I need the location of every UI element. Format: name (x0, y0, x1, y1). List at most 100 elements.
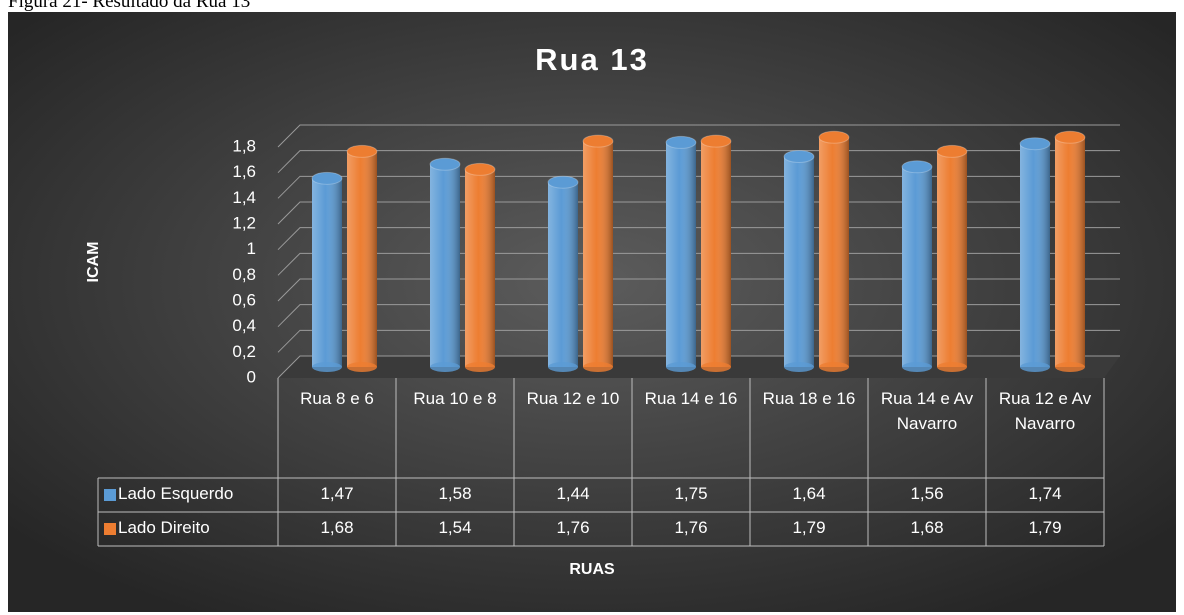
x-tick-label: Rua 18 e 16 (762, 389, 856, 408)
bar-bottom (937, 362, 967, 372)
bar-shade (583, 141, 613, 367)
x-tick-label-box: Rua 14 e Av Navarro (880, 389, 974, 433)
bar-bottom (430, 362, 460, 372)
data-label-box: 1,76 (674, 518, 708, 537)
data-label-box: 1,68 (910, 518, 944, 537)
y-tick-label: 0,8 (232, 265, 256, 284)
data-label: 1,64 (792, 484, 826, 503)
bar-top (936, 144, 968, 158)
data-label-box: 1,64 (792, 484, 826, 503)
bar-top (311, 171, 343, 185)
x-tick-label: Rua 14 e Av Navarro (880, 389, 974, 433)
data-label: 1,68 (320, 518, 354, 537)
bar-bottom (902, 362, 932, 372)
data-label: 1,54 (438, 518, 472, 537)
y-tick-label: 0,2 (232, 342, 256, 361)
bar-shade (312, 178, 342, 367)
data-label-box: 1,68 (320, 518, 354, 537)
bar-shade (937, 151, 967, 367)
x-tick-label-box: Rua 12 e 10 (526, 389, 620, 408)
bar-top (1054, 130, 1086, 144)
chart-title: Rua 13 (535, 42, 649, 77)
data-label: 1,56 (910, 484, 944, 503)
legend-swatch (104, 489, 116, 501)
bar-bottom (312, 362, 342, 372)
y-tick-label: 0,4 (232, 316, 256, 335)
data-label: 1,47 (320, 484, 354, 503)
data-label-box: 1,79 (792, 518, 826, 537)
bar-shade (1020, 143, 1050, 367)
data-label-box: 1,47 (320, 484, 354, 503)
legend-label: Lado Esquerdo (118, 484, 234, 503)
bar-shade (1055, 137, 1085, 367)
data-label: 1,76 (674, 518, 708, 537)
legend-label-box: Lado Esquerdo (118, 484, 234, 503)
floor (278, 356, 1120, 378)
bar-top (665, 135, 697, 149)
bar-shade (819, 137, 849, 367)
legend-label: Lado Direito (118, 518, 210, 537)
bar-bottom (347, 362, 377, 372)
bar-shade (347, 151, 377, 367)
data-label: 1,79 (1028, 518, 1062, 537)
bar-bottom (1020, 362, 1050, 372)
data-label-box: 1,74 (1028, 484, 1061, 503)
bar-shade (666, 142, 696, 367)
bar-top (1019, 137, 1051, 151)
x-tick-label: Rua 8 e 6 (300, 389, 374, 408)
x-tick-label-box: Rua 14 e 16 (644, 389, 738, 408)
bar-bottom (701, 362, 731, 372)
x-tick-label: Rua 10 e 8 (413, 389, 497, 408)
bar-top (818, 130, 850, 144)
data-label-box: 1,44 (556, 484, 590, 503)
y-axis-title: ICAM (85, 242, 102, 283)
bar-bottom (583, 362, 613, 372)
data-label: 1,79 (792, 518, 826, 537)
x-tick-label: Rua 12 e 10 (526, 389, 620, 408)
bar-shade (784, 156, 814, 367)
grid-line (277, 124, 1120, 148)
legend-label-box: Lado Direito (118, 518, 210, 537)
x-tick-label-box: Rua 8 e 6 (300, 389, 374, 408)
x-tick-label-box: Rua 12 e Av Navarro (998, 389, 1092, 433)
data-label-box: 1,54 (438, 518, 472, 537)
bar-shade (701, 141, 731, 367)
bar-bottom (548, 362, 578, 372)
bar-top (464, 162, 496, 176)
y-tick-label: 1,4 (232, 188, 256, 207)
x-tick-label: Rua 14 e 16 (644, 389, 738, 408)
y-tick-label: 0 (247, 367, 256, 386)
y-tick-label: 1,6 (232, 162, 256, 181)
data-label-box: 1,76 (556, 518, 589, 537)
bar-bottom (1055, 362, 1085, 372)
bar-bottom (819, 362, 849, 372)
data-label-box: 1,75 (674, 484, 708, 503)
data-label-box: 1,79 (1028, 518, 1062, 537)
data-label: 1,44 (556, 484, 590, 503)
bar-bottom (465, 362, 495, 372)
x-tick-label-box: Rua 18 e 16 (762, 389, 856, 408)
x-tick-label: Rua 12 e Av Navarro (998, 389, 1092, 433)
x-tick-label-box: Rua 10 e 8 (413, 389, 497, 408)
legend-swatch (104, 523, 116, 535)
bar-bottom (666, 362, 696, 372)
bar-shade (902, 166, 932, 367)
bar-shade (465, 169, 495, 367)
bar-top (346, 144, 378, 158)
bar-top (901, 160, 933, 174)
bar-top (429, 157, 461, 171)
x-axis-title: RUAS (569, 561, 615, 578)
y-tick-label: 1,8 (232, 136, 256, 155)
bar-shade (430, 164, 460, 367)
data-label: 1,75 (674, 484, 708, 503)
data-label: 1,68 (910, 518, 944, 537)
bar-top (700, 134, 732, 148)
bar-top (783, 150, 815, 164)
bar-top (547, 175, 579, 189)
data-label: 1,58 (438, 484, 472, 503)
y-tick-label: 1,2 (232, 213, 256, 232)
y-tick-label: 1 (247, 239, 256, 258)
figure-caption: Figura 21- Resultado da Rua 13 (8, 0, 251, 12)
bar-shade (548, 182, 578, 367)
